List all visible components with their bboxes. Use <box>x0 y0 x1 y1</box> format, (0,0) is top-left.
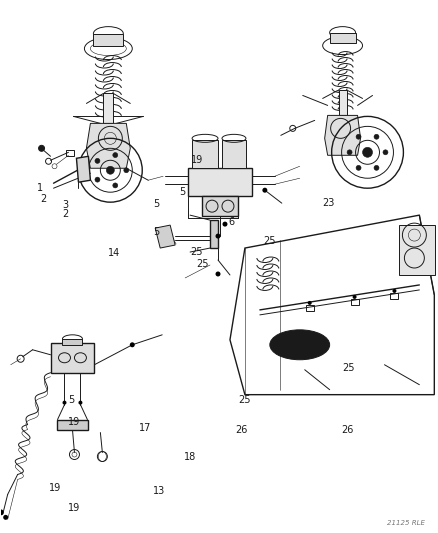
Circle shape <box>78 401 82 405</box>
Bar <box>350 299 358 305</box>
Polygon shape <box>86 123 130 168</box>
Text: 1: 1 <box>37 183 43 193</box>
Text: 19: 19 <box>68 417 80 427</box>
Circle shape <box>362 147 372 157</box>
Bar <box>305 305 313 311</box>
Circle shape <box>346 150 351 155</box>
Circle shape <box>124 168 128 173</box>
Polygon shape <box>324 116 360 155</box>
Bar <box>389 293 398 299</box>
Text: 25: 25 <box>196 259 208 269</box>
Circle shape <box>355 134 360 139</box>
Circle shape <box>382 150 387 155</box>
Text: 2: 2 <box>62 209 68 220</box>
Circle shape <box>373 134 378 139</box>
Text: 5: 5 <box>68 395 74 406</box>
Circle shape <box>215 233 220 239</box>
Bar <box>192 140 218 168</box>
Text: 23: 23 <box>321 198 333 208</box>
Text: 25: 25 <box>342 362 354 373</box>
Text: 26: 26 <box>235 425 247 435</box>
Circle shape <box>0 510 4 515</box>
Text: 19: 19 <box>49 483 61 493</box>
Text: 21125 RLE: 21125 RLE <box>386 520 424 526</box>
Text: 6: 6 <box>228 217 234 228</box>
Circle shape <box>113 152 117 158</box>
Circle shape <box>307 301 311 305</box>
Circle shape <box>352 295 356 299</box>
Text: 25: 25 <box>238 395 251 406</box>
Text: 5: 5 <box>152 199 159 209</box>
Bar <box>62 339 82 345</box>
Circle shape <box>62 401 66 405</box>
Bar <box>57 419 88 430</box>
Polygon shape <box>76 156 90 182</box>
Bar <box>201 196 237 216</box>
Text: 19: 19 <box>190 155 202 165</box>
Polygon shape <box>155 225 175 248</box>
Circle shape <box>373 165 378 171</box>
Text: 19: 19 <box>68 503 80 513</box>
Text: 25: 25 <box>190 247 202 256</box>
Circle shape <box>215 271 220 277</box>
Circle shape <box>106 166 114 174</box>
Text: 18: 18 <box>183 452 195 462</box>
Circle shape <box>392 289 396 293</box>
Bar <box>399 225 434 275</box>
Bar <box>209 220 218 248</box>
Bar <box>93 34 123 46</box>
Text: 2: 2 <box>40 194 46 204</box>
Circle shape <box>39 146 44 151</box>
Text: 13: 13 <box>152 486 165 496</box>
Circle shape <box>95 177 100 182</box>
Bar <box>66 150 74 156</box>
Circle shape <box>95 158 100 164</box>
Circle shape <box>3 515 8 520</box>
Circle shape <box>130 342 134 348</box>
Bar <box>103 93 113 123</box>
Bar <box>187 168 251 196</box>
Circle shape <box>222 222 227 227</box>
Ellipse shape <box>269 330 329 360</box>
Text: 26: 26 <box>340 425 353 435</box>
Circle shape <box>262 188 267 193</box>
Bar <box>222 140 245 168</box>
Bar <box>329 33 355 43</box>
Text: 3: 3 <box>62 200 68 211</box>
Text: 5: 5 <box>152 227 159 237</box>
Text: 14: 14 <box>107 248 120 257</box>
Circle shape <box>355 165 360 171</box>
Bar <box>338 91 346 116</box>
Text: 17: 17 <box>138 423 151 433</box>
Text: 25: 25 <box>263 236 276 246</box>
Bar <box>50 343 94 373</box>
Circle shape <box>113 183 117 188</box>
Text: 5: 5 <box>179 187 185 197</box>
